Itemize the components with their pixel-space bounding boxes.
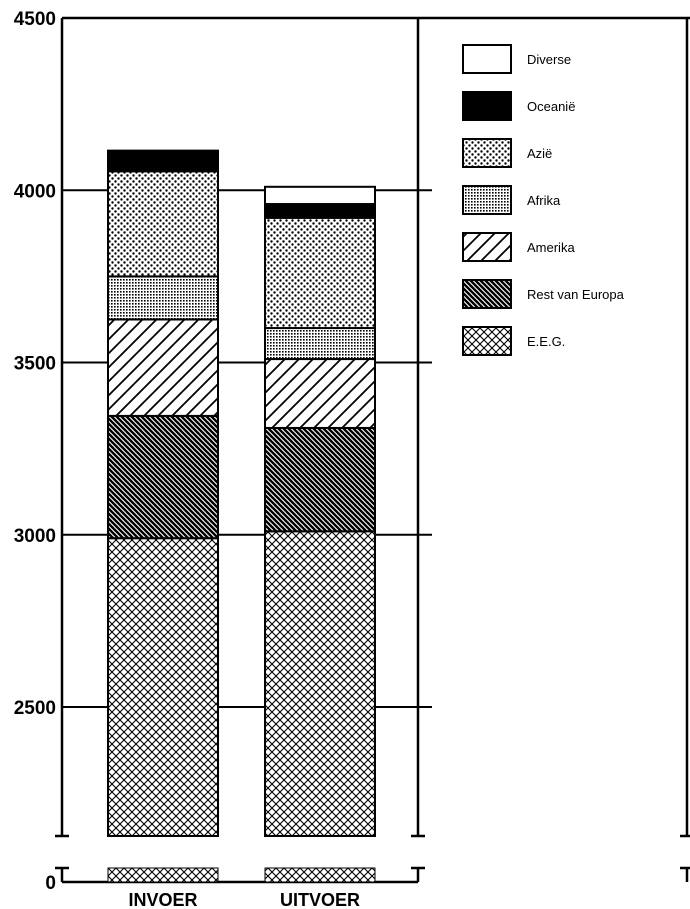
legend-item-afrika: Afrika [462, 185, 561, 215]
legend-label: Amerika [527, 240, 575, 255]
legend-item-rest-van-europa: Rest van Europa [462, 279, 625, 309]
legend-swatch [462, 232, 512, 262]
bar-invoer-e-e-g [107, 537, 219, 837]
bar-uitvoer-e-e-g-lower [264, 867, 376, 883]
legend-item-amerika: Amerika [462, 232, 575, 262]
legend: Diverse Oceanië Azië Afrika Amerika Rest van … [462, 44, 625, 356]
bar-uitvoer-diverse [264, 185, 376, 206]
y-tick-label: 4000 [14, 181, 56, 202]
legend-label: Oceanië [527, 99, 575, 114]
legend-item-oceanie: Oceanië [462, 91, 575, 121]
bar-invoer-rest-van-europa [107, 414, 219, 540]
bar-invoer-azie [107, 170, 219, 278]
legend-label: Diverse [527, 52, 571, 67]
category-label-uitvoer: UITVOER [280, 890, 360, 909]
y-tick-label: 0 [45, 873, 56, 894]
legend-swatch [462, 279, 512, 309]
legend-item-azie: Azië [462, 138, 552, 168]
x-axis: INVOER UITVOER [128, 890, 360, 909]
bars [107, 149, 376, 883]
bar-uitvoer-azie [264, 216, 376, 330]
legend-item-e-e-g: E.E.G. [462, 326, 565, 356]
category-label-invoer: INVOER [128, 890, 197, 909]
legend-swatch [462, 326, 512, 356]
y-tick-label: 2500 [14, 698, 56, 719]
bar-invoer-amerika [107, 318, 219, 417]
bar-uitvoer-e-e-g [264, 530, 376, 837]
legend-swatch [462, 91, 512, 121]
y-tick-label: 3500 [14, 354, 56, 375]
bar-uitvoer-afrika [264, 327, 376, 361]
legend-swatch [462, 185, 512, 215]
y-tick-label: 3000 [14, 526, 56, 547]
legend-label: E.E.G. [527, 334, 565, 349]
bar-invoer-afrika [107, 275, 219, 321]
legend-label: Afrika [527, 193, 561, 208]
legend-label: Rest van Europa [527, 287, 625, 302]
bar-uitvoer-amerika [264, 358, 376, 429]
legend-item-diverse: Diverse [462, 44, 571, 74]
bar-uitvoer-oceanie [264, 203, 376, 219]
bar-invoer-e-e-g-lower [107, 867, 219, 883]
legend-swatch [462, 44, 512, 74]
bar-uitvoer-rest-van-europa [264, 426, 376, 533]
bar-invoer-oceanie [107, 149, 219, 173]
legend-swatch [462, 138, 512, 168]
y-tick-label: 4500 [14, 9, 56, 30]
legend-label: Azië [527, 146, 552, 161]
